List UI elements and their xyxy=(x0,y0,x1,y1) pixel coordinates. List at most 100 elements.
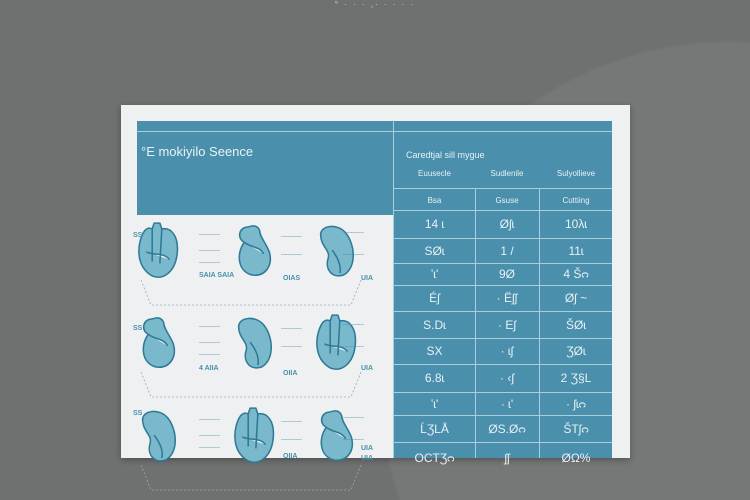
data-table: Caredtjal sill mygue Euusecle Sudlenile Su… xyxy=(393,121,612,465)
table-cell: ØS.Øᴒ xyxy=(488,421,526,436)
annotation-line: ————— xyxy=(343,252,364,258)
top-caption: ° · · · ,· · · · · xyxy=(334,0,416,9)
divider xyxy=(539,188,540,458)
annotation-line: ————— xyxy=(281,234,302,240)
annotation-line: ————— xyxy=(199,352,220,358)
annotation-line: ————— xyxy=(281,437,302,443)
heart-organ-icon xyxy=(320,410,353,461)
annotation-line: ————— xyxy=(199,260,220,266)
bracket-connector xyxy=(141,465,362,491)
row-divider xyxy=(394,442,612,443)
divider xyxy=(475,188,476,458)
organ-label: OIIA xyxy=(283,370,298,377)
row-divider xyxy=(394,338,612,339)
group-header: Sudlenile xyxy=(490,169,524,178)
organ-label: UIA xyxy=(361,365,374,372)
table-cell: SØɩ xyxy=(424,243,445,258)
table-cell: ʃʃ xyxy=(504,451,510,465)
annotation-line: ————— xyxy=(343,415,364,421)
organ-label: 4 AIIA xyxy=(199,365,219,372)
organ-label: UIA xyxy=(361,275,374,282)
organ-label: SS xyxy=(133,325,143,332)
table-cell: ƷØɩ xyxy=(566,344,586,358)
column-header: Bsa xyxy=(427,196,442,205)
annotation-line: ————— xyxy=(199,232,220,238)
annotation-line: ————— xyxy=(281,252,302,258)
row-divider xyxy=(394,415,612,416)
row-divider xyxy=(394,210,612,211)
heart-organ-icon xyxy=(238,225,271,276)
divider xyxy=(394,188,612,189)
table-cell: 2 Ʒ§L xyxy=(560,371,592,385)
table-cell: ŠTʃᴒ xyxy=(563,421,589,436)
group-header: Euusecle xyxy=(418,169,451,178)
annotation-line: ————— xyxy=(199,324,220,330)
table-cell: 1 / xyxy=(500,243,514,258)
group-header: Sulyollieve xyxy=(556,169,596,178)
organ-label: OIIA xyxy=(283,453,298,460)
table-cell: Éʃ xyxy=(429,291,440,305)
infographic-card: °E mokiyilo Seence ————— ————— ————— ————— —… xyxy=(121,105,630,491)
table-cell: 11ɩ xyxy=(568,243,584,258)
table-cell: · Ëʃʃ xyxy=(496,291,518,305)
annotation-line: ————— xyxy=(343,437,364,443)
table-cell: OCTƷᴒ xyxy=(414,451,455,465)
heart-organ-icon xyxy=(234,407,275,463)
annotation-line: ————— xyxy=(343,322,364,328)
table-cell: ĹƷLÅ xyxy=(420,421,449,436)
table-cell: ʽɩ' xyxy=(430,396,439,411)
annotation-line: ————— xyxy=(343,344,364,350)
bracket-connector xyxy=(141,280,362,306)
table-cell: 4 Šᴒ xyxy=(563,267,589,281)
organ-label: UIA xyxy=(361,445,374,452)
annotation-line: ————— xyxy=(199,433,220,439)
annotation-line: ————— xyxy=(281,419,302,425)
table-cell: Øʃ ~ xyxy=(564,291,588,305)
table-cell: · ‹ʃ xyxy=(500,371,514,385)
row-divider xyxy=(394,285,612,286)
organ-illustrations: ————— ————— ————— ————— ————— ————— ————— —————… xyxy=(121,215,393,491)
divider xyxy=(394,131,612,132)
row-divider xyxy=(394,263,612,264)
organ-label: SS xyxy=(133,232,143,239)
table-cell: · ʃɩᴒ xyxy=(566,396,586,411)
table-cell: SX xyxy=(426,344,443,358)
table-title: Caredtjal sill mygue xyxy=(406,150,485,160)
heart-organ-icon xyxy=(319,225,355,277)
column-header: Gsuse xyxy=(495,196,519,205)
row-divider xyxy=(394,364,612,365)
organ-label: SS xyxy=(133,410,143,417)
annotation-line: ————— xyxy=(199,248,220,254)
table-cell: 6.8ɩ xyxy=(424,371,445,385)
panel-title: °E mokiyilo Seence xyxy=(141,144,254,159)
bracket-connector xyxy=(141,372,362,398)
organ-label: SAIA SAIA xyxy=(199,272,235,279)
table-cell: 14 ɩ xyxy=(424,217,445,231)
organ-label: UIA xyxy=(361,455,374,462)
heart-organ-icon xyxy=(316,314,357,370)
annotation-line: ————— xyxy=(199,445,220,451)
table-cell: S.Dɩ xyxy=(423,317,446,332)
row-divider xyxy=(394,238,612,239)
heart-organ-icon xyxy=(237,317,273,369)
table-cell: · ɩʃ xyxy=(500,344,514,358)
annotation-line: ————— xyxy=(281,344,302,350)
annotation-line: ————— xyxy=(343,230,364,236)
column-header: Cuttiing xyxy=(562,196,590,205)
annotation-line: ————— xyxy=(199,340,220,346)
row-divider xyxy=(394,392,612,393)
table-cell: · ɩ' xyxy=(500,396,514,411)
heart-organ-icon xyxy=(138,222,179,278)
table-cell: ØΩ% xyxy=(561,451,591,465)
table-cell: · Eʃ xyxy=(498,317,516,332)
table-cell: ŠØɩ xyxy=(565,317,586,332)
table-cell: Øʃɩ xyxy=(499,217,515,231)
title-band: °E mokiyilo Seence xyxy=(137,121,393,215)
heart-organ-icon xyxy=(141,410,177,462)
row-divider xyxy=(394,311,612,312)
table-cell: 9Ø xyxy=(498,267,515,281)
table-cell: ʽɩ' xyxy=(430,267,439,281)
table-cell: 10λɩ xyxy=(564,217,587,231)
heart-organ-icon xyxy=(142,317,175,368)
organ-label: OIAS xyxy=(283,275,301,282)
